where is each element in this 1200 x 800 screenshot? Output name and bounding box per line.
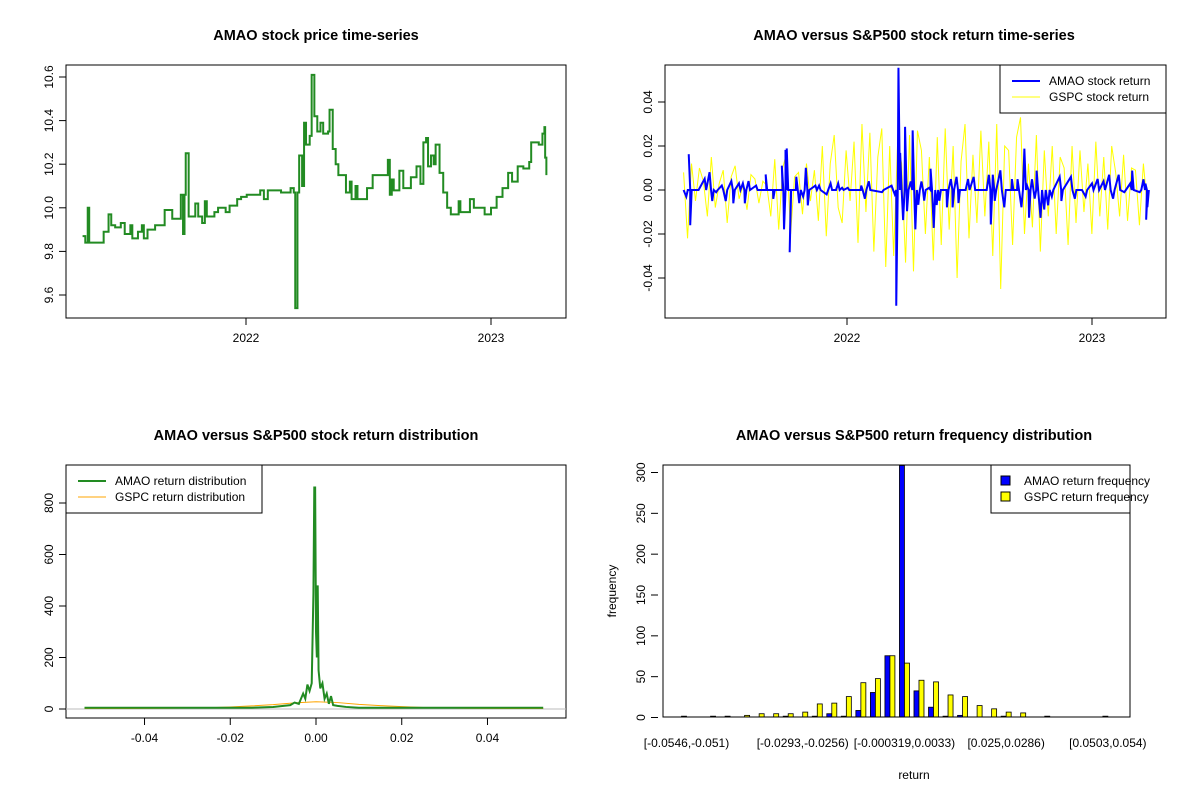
plot4-gspc-bar [1020,712,1027,717]
plot4-y-tick-label: 50 [634,670,648,684]
plot4-y-tick-label: 100 [634,626,648,646]
plot4-amao-bar [855,710,862,717]
plot2-y-tick-label: -0.02 [641,220,655,248]
plot4-title: AMAO versus S&P500 return frequency dist… [736,428,1092,444]
plot1-x-tick-label: 2022 [233,331,260,345]
plot2-y-tick-label: -0.04 [641,264,655,292]
plot4-gspc-bar [845,696,852,717]
plot4-y-tick-label: 300 [634,462,648,482]
plot4-legend-label: AMAO return frequency [1024,474,1150,488]
plot2-legend [999,64,1167,114]
plot3-y-tick-label: 0 [42,705,56,712]
plot1-price-line [82,73,548,310]
plot1-y-tick-label: 9.8 [42,243,56,260]
plot4-amao-bar [869,692,876,717]
plot1-y-tick-label: 10.4 [42,109,56,133]
plot4-legend-swatch [1000,491,1011,502]
plot4-gspc-bar [773,713,780,717]
plot4-y-tick-label: 200 [634,544,648,564]
plot4-gspc-bar [758,713,765,717]
plot4-gspc-bar [831,702,838,717]
plot3-legend [65,464,263,514]
plot2-amao-return-line [682,67,1150,306]
plot4-amao-bar [884,655,891,717]
plot1-y-tick-label: 10.6 [42,65,56,89]
plot4-amao-bar [899,465,905,717]
plot4-legend-label: GSPC return frequency [1024,490,1149,504]
plot3-x-tick-label: 0.00 [304,731,328,745]
plot1-y-tick-label: 10.2 [42,152,56,176]
plot4-y-tick-label: 0 [634,714,648,721]
plot4-y-tick-label: 150 [634,585,648,605]
plot1-y-tick-label: 9.6 [42,286,56,303]
plot4-gspc-bar [991,708,998,717]
plot2-title: AMAO versus S&P500 stock return time-ser… [753,28,1075,44]
plot4-gspc-bar [918,679,925,717]
plot4-gspc-bar [962,696,968,717]
plot4-x-tick-label: [0.0503,0.054) [1069,736,1146,750]
plot3-x-tick-label: -0.04 [131,731,159,745]
plot4-gspc-bar [889,655,896,717]
plot4-legend [990,464,1131,514]
plot1-y-tick-label: 10.0 [42,196,56,220]
plot4-gspc-bar [802,711,809,717]
plot4-x-tick-label: [-0.000319,0.0033) [854,736,955,750]
plot2-x-tick-label: 2022 [834,331,861,345]
plot4-xlabel: return [898,768,929,782]
plot3-amao-density-line [84,486,544,709]
plot4-gspc-bar [976,705,983,717]
plot4-gspc-bar [787,713,794,717]
plot4-frame [662,464,1131,718]
plot4-x-tick-label: [-0.0293,-0.0256) [757,736,849,750]
plot4-legend-swatch [1000,475,1011,486]
plot4-gspc-bar [874,678,881,717]
plot3-y-tick-label: 200 [42,647,56,667]
plot3-title: AMAO versus S&P500 stock return distribu… [154,428,479,444]
plot4-gspc-bar [1005,711,1012,717]
plot4-gspc-bar [860,682,867,717]
plot2-y-tick-label: 0.04 [641,90,655,114]
plot2-y-tick-label: 0.00 [641,178,655,202]
plot3-legend-label: AMAO return distribution [115,474,246,488]
plot2-frame [664,64,1167,319]
plot3-x-tick-label: 0.02 [390,731,414,745]
plot1-title: AMAO stock price time-series [213,28,419,44]
plot3-y-tick-label: 800 [42,493,56,513]
plot4-gspc-bar [933,681,939,717]
plot2-legend-label: GSPC stock return [1049,90,1149,104]
plot4-ylabel: frequency [605,565,619,618]
plot4-amao-bar [913,690,920,717]
plot1-x-tick-label: 2023 [478,331,505,345]
plot3-y-tick-label: 600 [42,544,56,564]
plot3-x-tick-label: -0.02 [217,731,245,745]
plot4-gspc-bar [904,662,910,717]
plot2-x-tick-label: 2023 [1079,331,1106,345]
plot4-amao-bar [928,706,934,717]
plot2-legend-label: AMAO stock return [1049,74,1150,88]
plot4-y-tick-label: 250 [634,503,648,523]
plot3-x-tick-label: 0.04 [476,731,500,745]
plot1-frame [65,64,567,319]
plot3-legend-label: GSPC return distribution [115,490,245,504]
plot4-gspc-bar [947,694,954,717]
plot2-y-tick-label: 0.02 [641,134,655,158]
plot4-x-tick-label: [-0.0546,-0.051) [644,736,729,750]
plot4-x-tick-label: [0.025,0.0286) [967,736,1044,750]
plot3-y-tick-label: 400 [42,596,56,616]
plot4-gspc-bar [816,703,823,717]
